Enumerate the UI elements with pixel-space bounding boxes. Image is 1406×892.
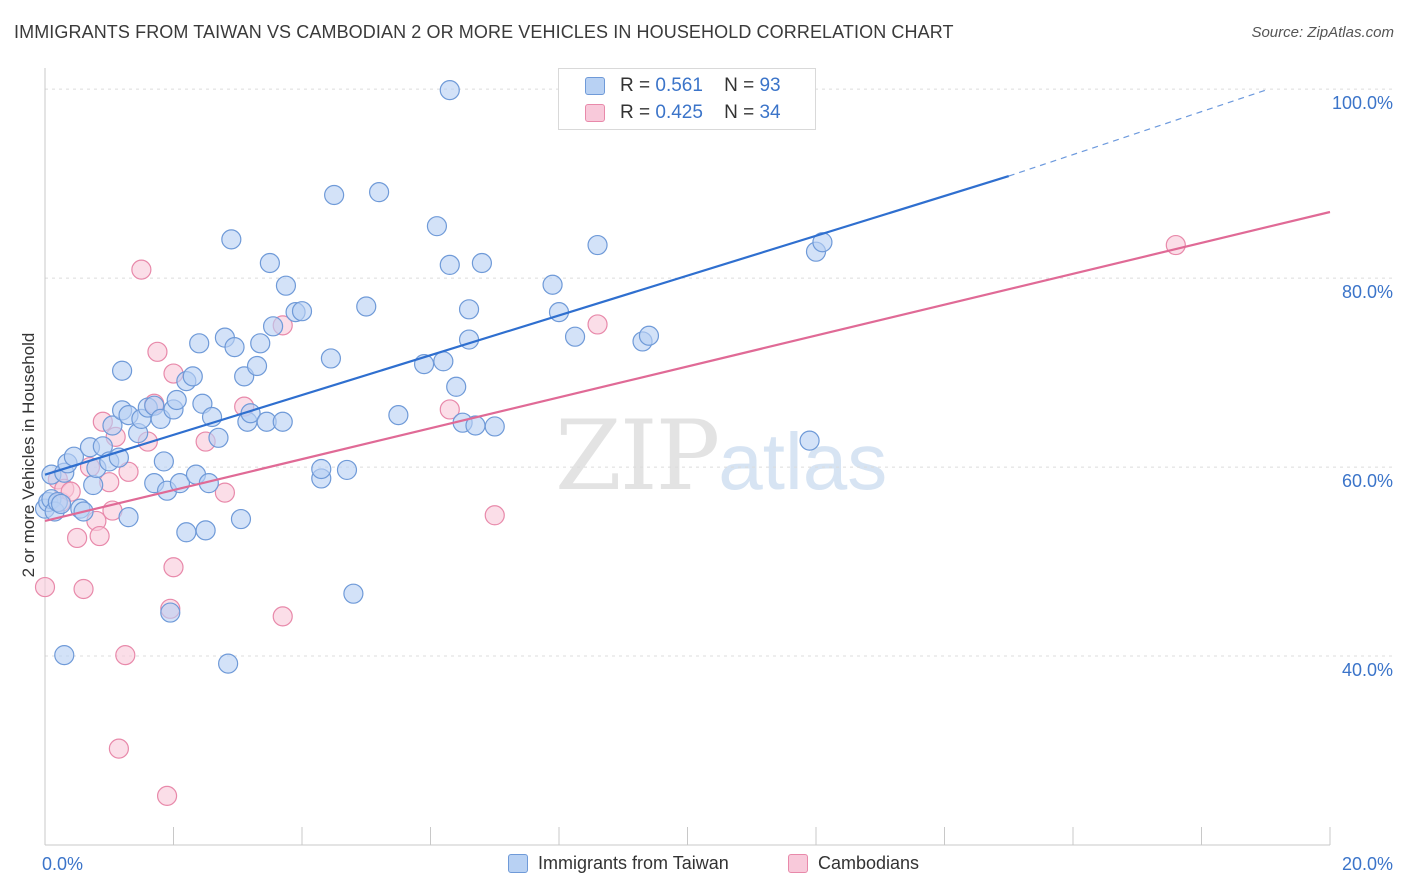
taiwan-point xyxy=(54,644,75,666)
watermark-atlas: atlas xyxy=(718,417,888,506)
taiwan-point xyxy=(230,508,252,530)
y-tick-label: 80.0% xyxy=(1342,282,1393,302)
chart-title: IMMIGRANTS FROM TAIWAN VS CAMBODIAN 2 OR… xyxy=(14,22,954,42)
taiwan-point xyxy=(548,302,570,323)
taiwan-point xyxy=(224,336,245,358)
taiwan-point xyxy=(458,299,480,320)
cambodian-point xyxy=(214,482,235,503)
legend-n-value: 93 xyxy=(759,75,781,96)
taiwan-point xyxy=(218,653,239,674)
taiwan-point xyxy=(195,520,216,541)
taiwan-point xyxy=(208,427,229,448)
taiwan-point xyxy=(50,493,72,515)
legend-n-value: 34 xyxy=(759,102,781,123)
taiwan-point xyxy=(587,234,608,256)
cambodian-point xyxy=(439,399,460,420)
cambodian-point xyxy=(131,259,152,280)
taiwan-point xyxy=(471,252,492,274)
cambodian-point xyxy=(163,557,184,578)
taiwan-legend-swatch xyxy=(508,854,528,873)
cambodian-legend-swatch xyxy=(788,854,808,873)
cambodian-point xyxy=(484,505,505,526)
cambodian-point xyxy=(73,578,94,600)
taiwan-point xyxy=(638,325,660,346)
cambodian-swatch xyxy=(585,104,605,122)
taiwan-trend-line xyxy=(44,175,1010,476)
taiwan-point xyxy=(799,430,820,451)
cambodian-point xyxy=(67,527,88,549)
cambodian-point xyxy=(147,341,168,362)
source-credit: Source: ZipAtlas.com xyxy=(1251,24,1394,41)
taiwan-point xyxy=(439,80,460,101)
cambodian-trend-line xyxy=(44,210,1331,523)
taiwan-point xyxy=(542,274,563,295)
taiwan-swatch xyxy=(585,77,605,95)
taiwan-point xyxy=(439,254,460,276)
cambodian-point xyxy=(587,314,608,335)
y-axis-title: 2 or more Vehicles in Household xyxy=(19,333,38,578)
taiwan-point xyxy=(433,351,454,372)
cambodian-point xyxy=(115,644,136,666)
stats-legend: R = 0.561 N = 93 R = 0.425 N = 34 xyxy=(558,68,816,130)
taiwan-point xyxy=(446,376,467,397)
legend-n-label: N = xyxy=(724,75,755,96)
taiwan-points xyxy=(34,80,833,674)
taiwan-point xyxy=(262,316,284,337)
taiwan-point xyxy=(102,415,123,436)
axis-layer xyxy=(44,68,1331,846)
taiwan-point xyxy=(275,275,297,296)
taiwan-point xyxy=(311,458,332,480)
cambodian-point xyxy=(156,785,178,806)
y-tick-label: 40.0% xyxy=(1342,660,1393,680)
legend-r-value: 0.425 xyxy=(655,102,703,123)
taiwan-point xyxy=(166,389,187,411)
cambodian-point xyxy=(118,461,139,482)
taiwan-point xyxy=(118,507,139,528)
taiwan-trend-extension xyxy=(1008,89,1266,177)
cambodian-points xyxy=(34,234,1186,806)
taiwan-point xyxy=(564,326,586,347)
taiwan-point xyxy=(388,405,409,426)
taiwan-point xyxy=(160,602,181,623)
taiwan-point xyxy=(259,252,280,274)
trend-lines xyxy=(44,89,1331,523)
taiwan-point xyxy=(272,411,293,432)
taiwan-point xyxy=(83,474,104,496)
taiwan-point xyxy=(189,333,210,354)
cambodian-point xyxy=(89,525,110,547)
taiwan-point xyxy=(246,355,268,377)
taiwan-point xyxy=(336,459,358,481)
legend-r-label: R = xyxy=(620,102,651,123)
taiwan-point xyxy=(153,451,174,472)
watermark-zip: ZIP xyxy=(555,400,720,512)
taiwan-point xyxy=(221,229,242,250)
taiwan-point xyxy=(356,296,377,317)
legend-n-label: N = xyxy=(724,102,755,123)
legend-r-value: 0.561 xyxy=(655,75,703,96)
taiwan-point xyxy=(484,416,505,437)
cambodian-point xyxy=(272,606,293,627)
taiwan-point xyxy=(291,301,313,322)
taiwan-point xyxy=(320,348,342,369)
cambodian-point xyxy=(108,738,129,759)
taiwan-point xyxy=(369,182,390,203)
tick-labels: 40.0% 60.0% 80.0% 100.0% 0.0% 20.0% xyxy=(42,93,1393,874)
cambodian-legend-label: Cambodians xyxy=(818,853,920,873)
taiwan-point xyxy=(343,583,364,604)
watermark: ZIPatlas xyxy=(555,400,887,512)
taiwan-point xyxy=(250,333,271,354)
y-tick-label: 100.0% xyxy=(1332,93,1393,113)
taiwan-point xyxy=(176,522,197,543)
taiwan-legend-label: Immigrants from Taiwan xyxy=(538,853,729,873)
cambodian-point xyxy=(34,576,56,598)
taiwan-point xyxy=(426,216,448,237)
taiwan-point xyxy=(324,184,345,206)
taiwan-point xyxy=(182,366,203,387)
y-tick-label: 60.0% xyxy=(1342,471,1393,491)
x-tick-label: 20.0% xyxy=(1342,854,1393,874)
taiwan-point xyxy=(111,360,133,381)
legend-r-label: R = xyxy=(620,75,651,96)
x-tick-label: 0.0% xyxy=(42,854,83,874)
